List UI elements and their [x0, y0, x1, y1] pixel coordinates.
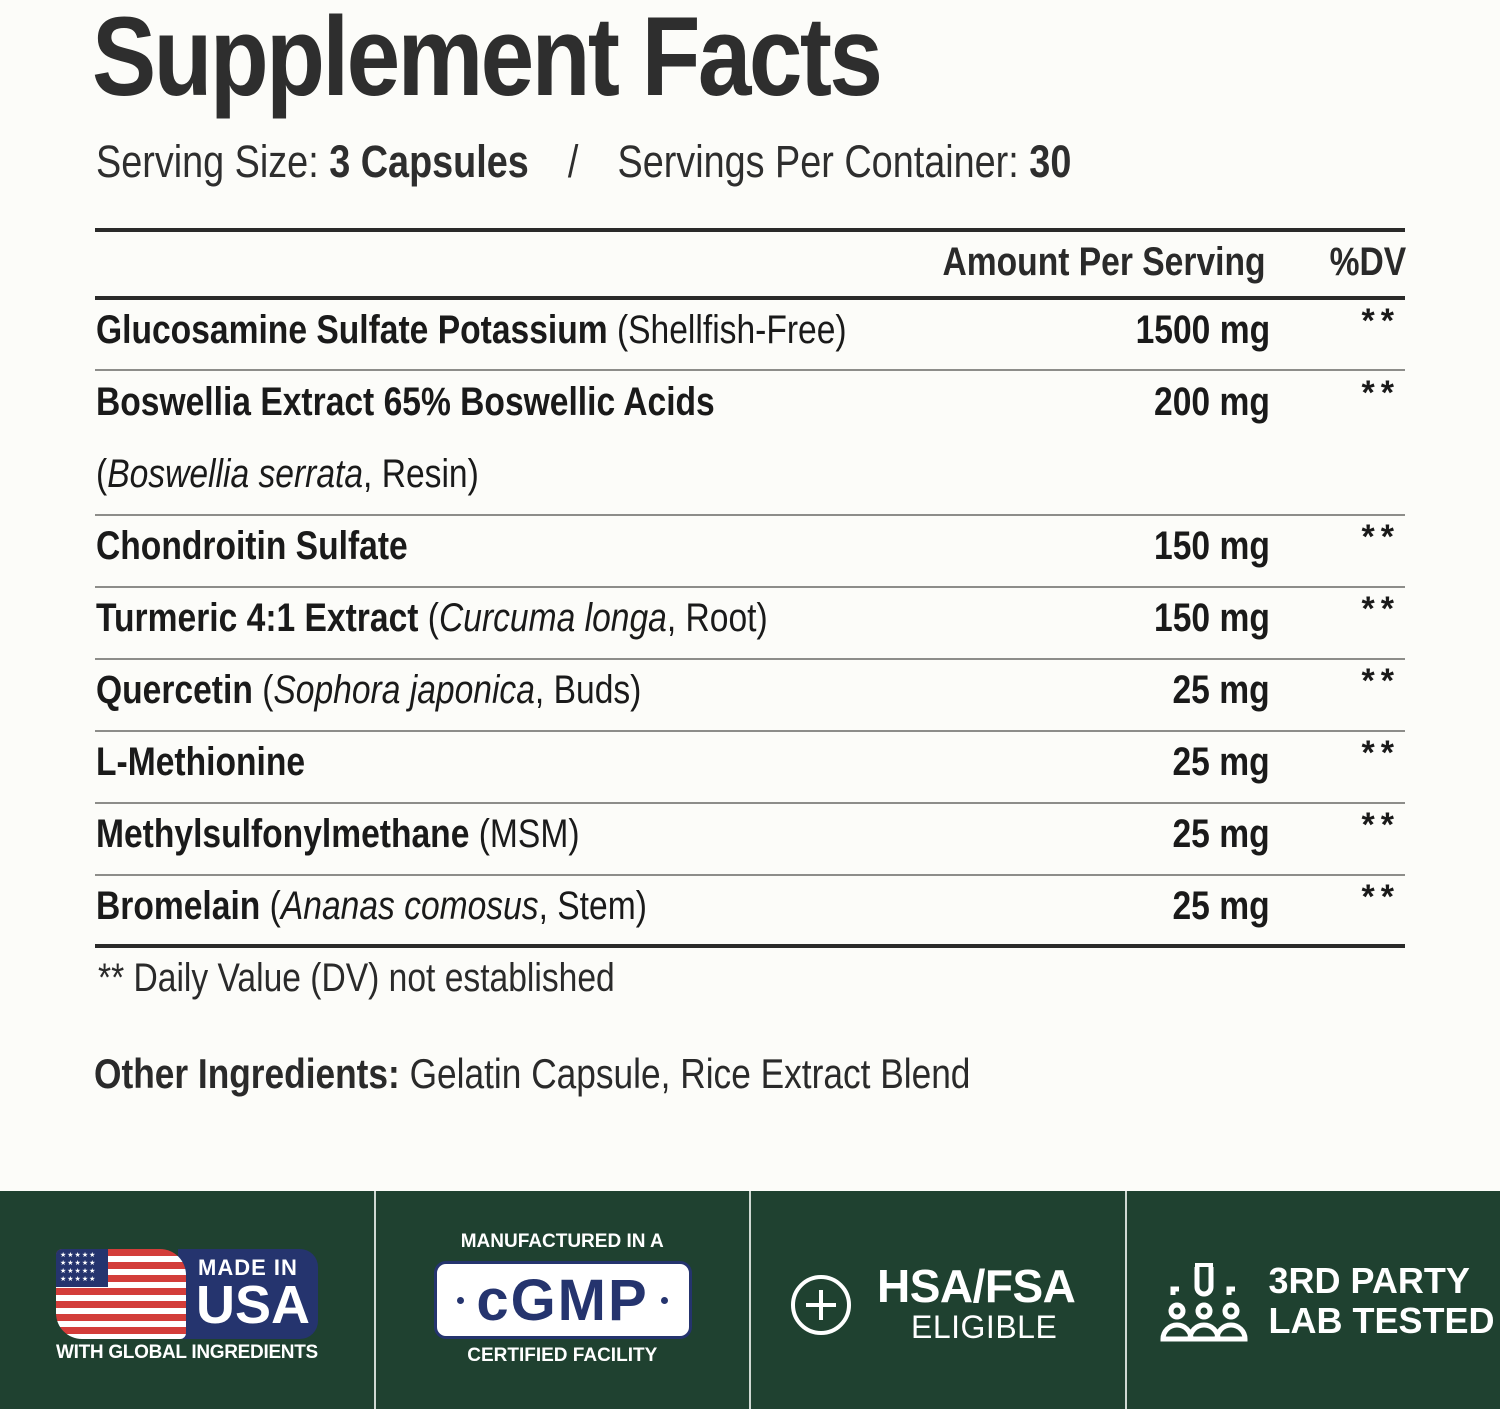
cgmp-bottom-text: CERTIFIED FACILITY [467, 1345, 658, 1366]
cgmp-seal: cGMP [433, 1261, 692, 1339]
serving-size-label: Serving Size: [96, 136, 319, 187]
footnote: ** Daily Value (DV) not established [98, 956, 615, 1000]
table-row: Boswellia Extract 65% Boswellic Acids (B… [96, 374, 1406, 500]
ingredient-amount: 25 mg [1172, 812, 1270, 856]
ingredient-amount: 150 mg [1154, 524, 1270, 568]
badge-made-in-usa: ★★★★★ ★★★★★ ★★★★★ ★★★★★ MADE IN USA WITH… [0, 1191, 374, 1409]
cgmp-text: cGMP [476, 1267, 649, 1333]
dot-icon [660, 1296, 668, 1304]
row-divider [95, 658, 1405, 660]
ingredient-dv: ** [1361, 878, 1400, 916]
eligible-text: ELIGIBLE [911, 1309, 1058, 1345]
table-row: Quercetin (Sophora japonica, Buds) 25 mg… [96, 662, 1406, 718]
usa-text: USA [196, 1275, 311, 1335]
global-ingredients-caption: WITH GLOBAL INGREDIENTS [56, 1342, 318, 1363]
ingredient-dv: ** [1361, 374, 1400, 412]
us-flag-icon: ★★★★★ ★★★★★ ★★★★★ ★★★★★ [56, 1249, 186, 1339]
table-row: Bromelain (Ananas comosus, Stem) 25 mg *… [96, 878, 1406, 934]
badge-footer: ★★★★★ ★★★★★ ★★★★★ ★★★★★ MADE IN USA WITH… [0, 1191, 1500, 1409]
ingredient-amount: 150 mg [1154, 596, 1270, 640]
ingredient-dv: ** [1361, 518, 1400, 556]
row-divider [95, 514, 1405, 516]
table-row: Glucosamine Sulfate Potassium (Shellfish… [96, 302, 1406, 358]
hsa-fsa-title: HSA/FSA [877, 1260, 1076, 1312]
column-header-amount: Amount Per Serving [943, 240, 1266, 284]
usa-label-box [178, 1249, 318, 1339]
table-top-rule [95, 228, 1405, 232]
badge-lab-tested: 3RD PARTY LAB TESTED [1124, 1191, 1500, 1409]
column-header-dv: %DV [1329, 240, 1406, 284]
row-divider [95, 586, 1405, 588]
ingredient-name: Quercetin (Sophora japonica, Buds) [96, 668, 642, 712]
other-ingredients: Other Ingredients: Gelatin Capsule, Rice… [94, 1050, 970, 1098]
ingredient-amount: 25 mg [1172, 668, 1270, 712]
ingredient-amount: 1500 mg [1135, 308, 1270, 352]
ingredient-name: Bromelain (Ananas comosus, Stem) [96, 884, 647, 928]
ingredient-dv: ** [1361, 806, 1400, 844]
plus-circle-icon [791, 1275, 851, 1335]
table-row: L-Methionine 25 mg ** [96, 734, 1406, 790]
separator: / [567, 136, 579, 187]
row-divider [95, 874, 1405, 876]
ingredient-amount: 25 mg [1172, 740, 1270, 784]
dot-icon [457, 1296, 465, 1304]
ingredient-name: Glucosamine Sulfate Potassium (Shellfish… [96, 308, 847, 352]
ingredient-dv: ** [1361, 734, 1400, 772]
ingredient-name: L-Methionine [96, 740, 306, 784]
cgmp-top-text: MANUFACTURED IN A [460, 1231, 664, 1252]
table-row: Methylsulfonylmethane (MSM) 25 mg ** [96, 806, 1406, 862]
ingredient-name: Methylsulfonylmethane (MSM) [96, 812, 580, 856]
ingredient-source: (Boswellia serrata, Resin) [96, 452, 479, 496]
ingredient-dv: ** [1361, 662, 1400, 700]
serving-info: Serving Size: 3 Capsules / Servings Per … [96, 136, 1071, 188]
table-row: Turmeric 4:1 Extract (Curcuma longa, Roo… [96, 590, 1406, 646]
flag-stars: ★★★★★ ★★★★★ ★★★★★ ★★★★★ [56, 1249, 108, 1287]
table-row: Chondroitin Sulfate 150 mg ** [96, 518, 1406, 574]
other-ingredients-value: Gelatin Capsule, Rice Extract Blend [409, 1050, 971, 1097]
table-bottom-rule [95, 944, 1405, 948]
page-title: Supplement Facts [92, 0, 883, 119]
ingredient-dv: ** [1361, 590, 1400, 628]
servings-per-container-label: Servings Per Container: [617, 136, 1019, 187]
servings-per-container-value: 30 [1029, 136, 1072, 187]
row-divider [95, 369, 1405, 371]
badge-hsa-fsa: HSA/FSA ELIGIBLE [749, 1191, 1125, 1409]
ingredient-name: Turmeric 4:1 Extract (Curcuma longa, Roo… [96, 596, 768, 640]
table-header-rule [95, 296, 1405, 300]
lab-tested-text: 3RD PARTY LAB TESTED [1268, 1260, 1495, 1341]
ingredient-name: Chondroitin Sulfate [96, 524, 408, 568]
ingredient-amount: 25 mg [1172, 884, 1270, 928]
serving-size-value: 3 Capsules [329, 136, 529, 187]
row-divider [95, 730, 1405, 732]
other-ingredients-label: Other Ingredients: [94, 1050, 400, 1097]
ingredient-name: Boswellia Extract 65% Boswellic Acids [96, 380, 715, 424]
ingredient-amount: 200 mg [1154, 380, 1270, 424]
lab-test-icon [1159, 1263, 1248, 1342]
made-in-text: MADE IN [198, 1255, 298, 1280]
badge-cgmp: MANUFACTURED IN A cGMP CERTIFIED FACILIT… [373, 1191, 750, 1409]
ingredient-dv: ** [1361, 302, 1400, 340]
row-divider [95, 802, 1405, 804]
